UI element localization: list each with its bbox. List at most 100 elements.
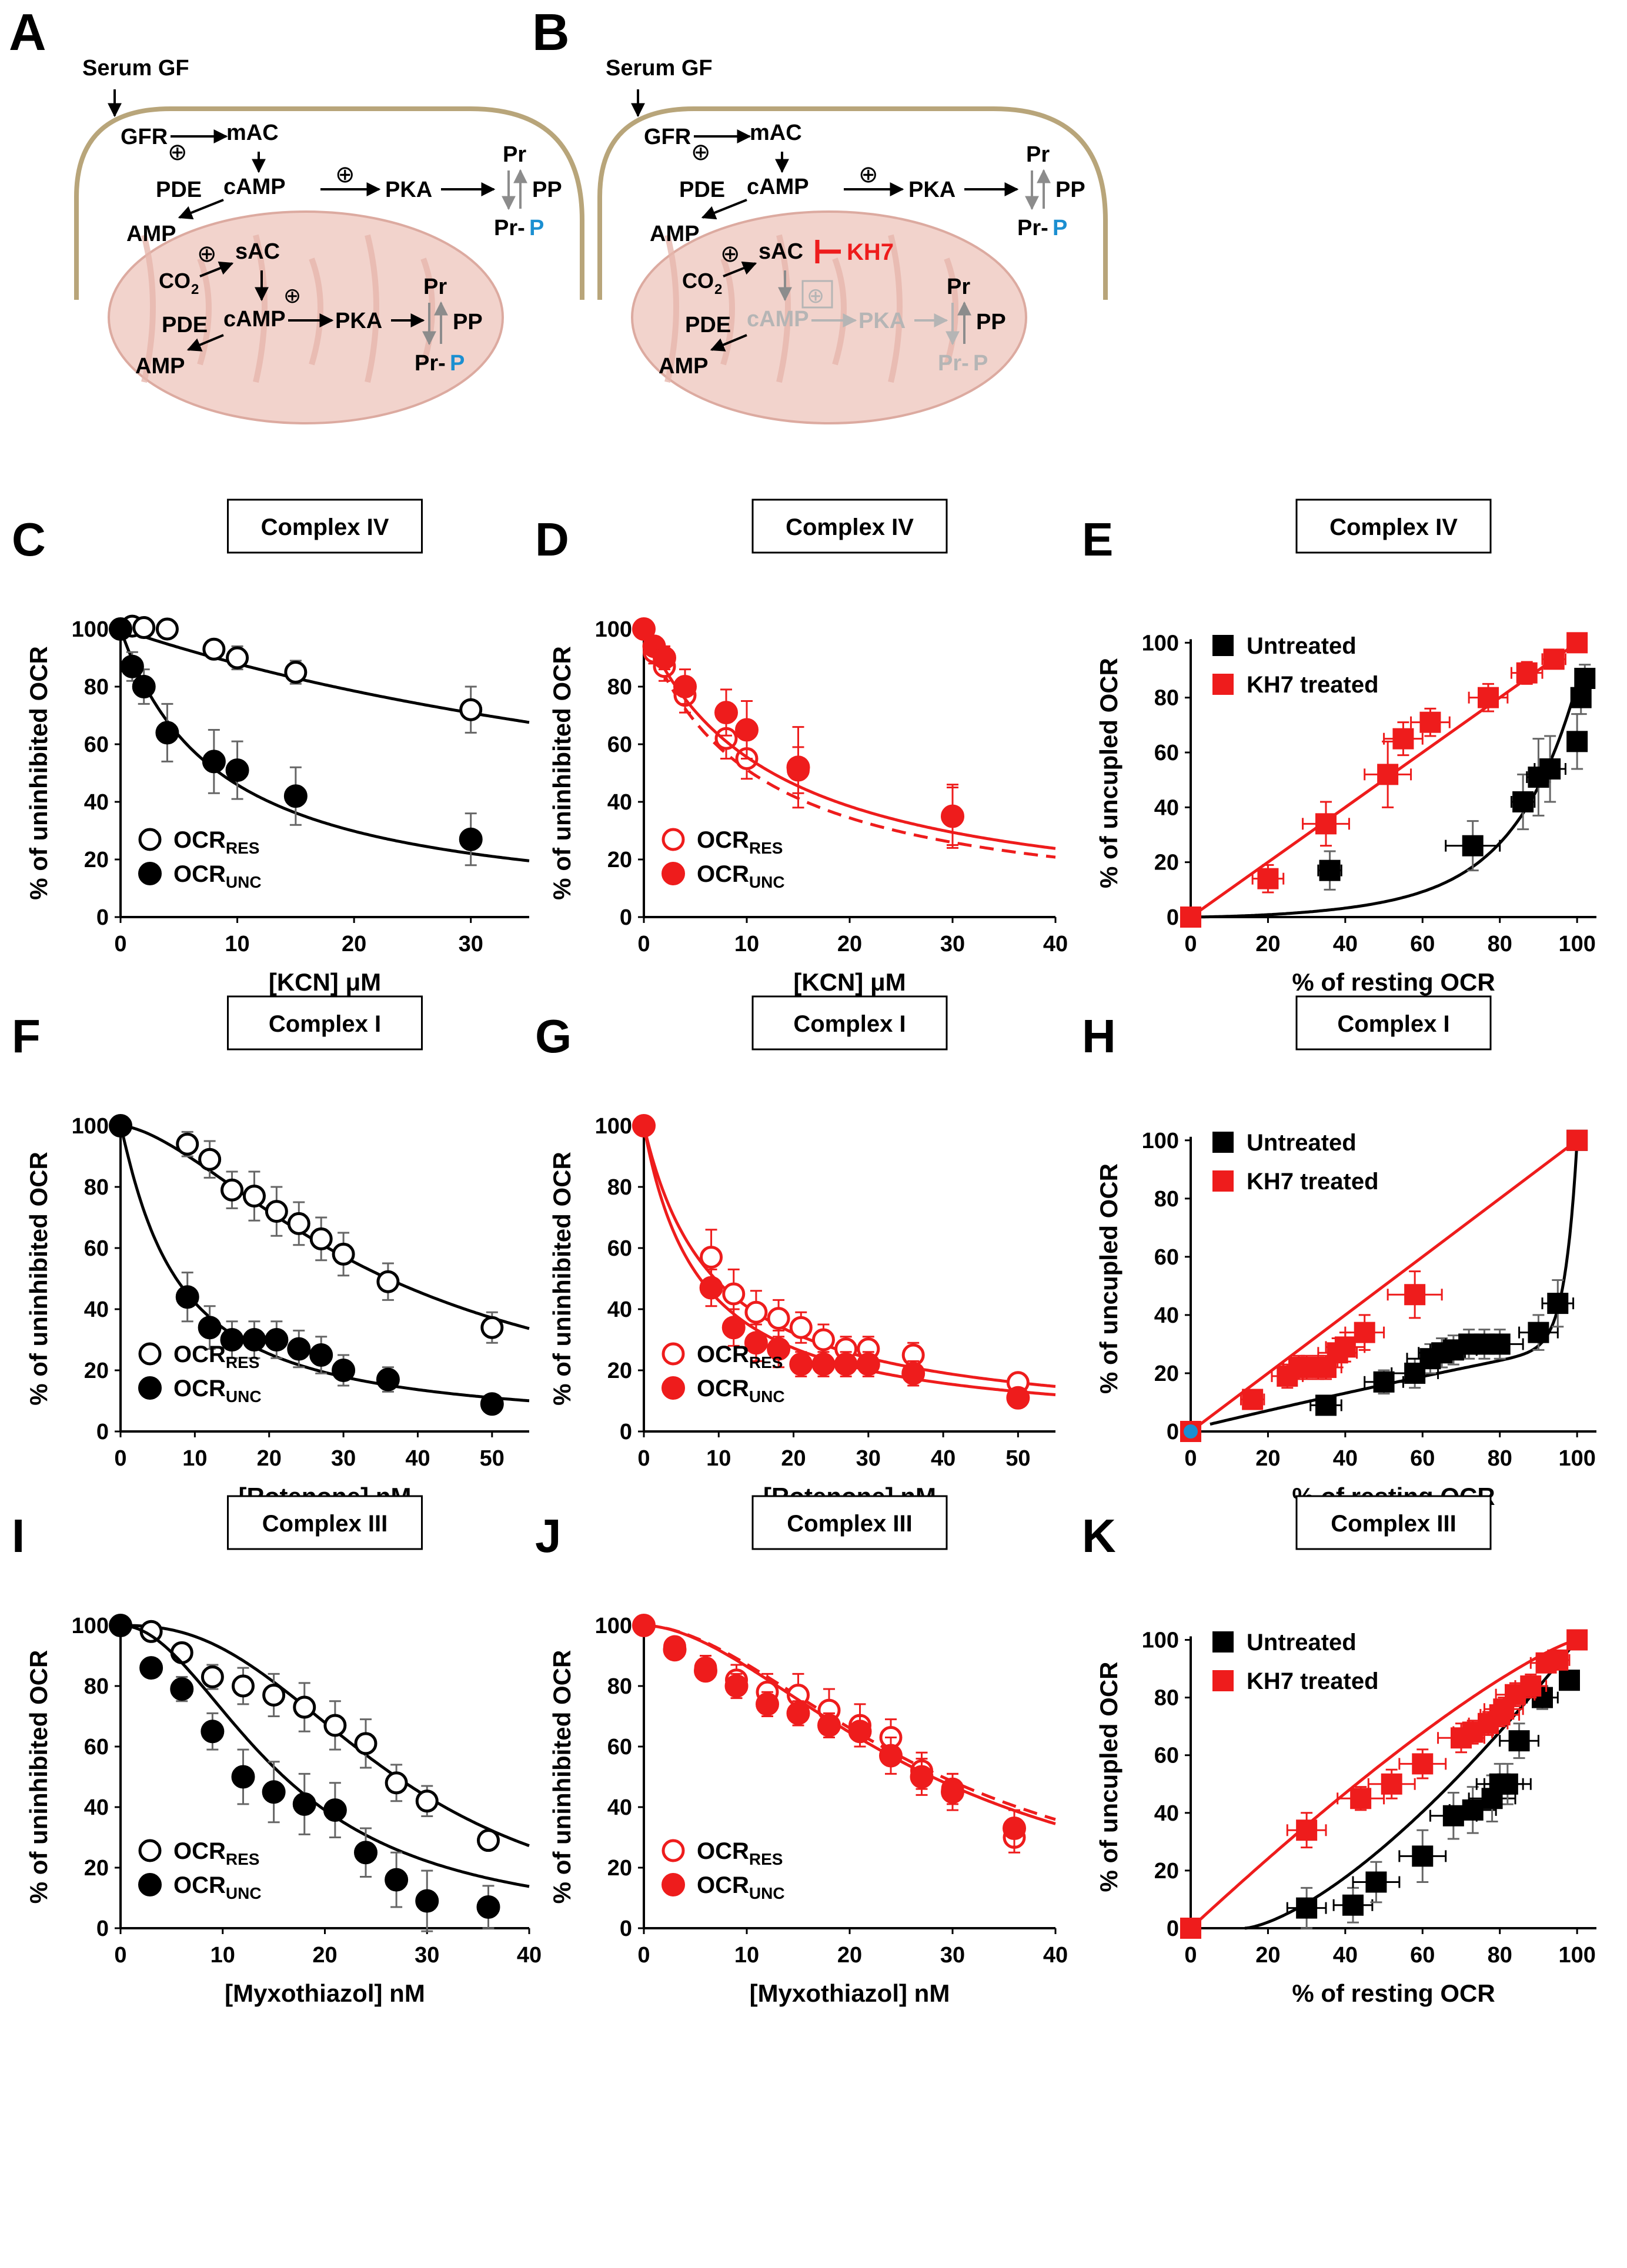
y-tick-label: 80 [84,1674,109,1699]
data-point [354,1841,377,1865]
legend-label: OCRRES [697,1838,783,1868]
legend-label: OCRUNC [697,1376,785,1406]
data-point [1392,728,1414,750]
data-point [138,1873,162,1896]
fit-curve [1191,683,1579,919]
data-point [415,1889,439,1913]
data-point [1547,1649,1569,1671]
y-tick-label: 40 [84,790,109,815]
data-point [700,1246,723,1269]
data-point [1003,1817,1026,1841]
x-tick-label: 0 [637,1446,650,1471]
legend-name: OCR [173,861,226,887]
label-camp: cAMP [223,175,286,199]
chart-title-box [751,995,948,1051]
label-pp: PP [1055,178,1085,202]
x-tick-label: 20 [837,932,862,956]
legend-label: KH7 treated [1247,672,1379,698]
data-point [662,1342,685,1366]
data-point [376,1367,400,1391]
chart-title-box [227,499,423,554]
legend-subscript: RES [749,1850,783,1868]
panel-letter: J [535,1510,562,1562]
data-point [109,617,132,641]
data-point [459,698,483,721]
data-point [789,1316,813,1339]
legend-subscript: UNC [226,1387,262,1406]
x-tick-label: 20 [312,1943,337,1968]
y-axis-label: % of uninhibited OCR [548,646,576,900]
data-point [1342,1894,1364,1916]
legend-label: OCRUNC [173,1376,262,1406]
label-pka: PKA [858,309,906,333]
chart-title: Complex I [793,1011,906,1037]
data-point [1528,1322,1549,1343]
data-point [1570,687,1592,708]
y-tick-label: 20 [607,1856,632,1881]
legend-subscript: RES [226,1353,260,1371]
legend-label: OCRRES [173,1838,259,1868]
data-point [201,1665,224,1689]
x-tick-label: 20 [1255,1943,1280,1968]
y-axis-label: % of uninhibited OCR [548,1650,576,1904]
x-tick-label: 0 [637,932,650,956]
legend-subscript: RES [226,1850,260,1868]
y-tick-label: 100 [1142,1628,1179,1653]
plus-sign: ⊕ [807,283,824,307]
data-point [226,646,249,670]
x-axis-label: % of resting OCR [1292,1979,1495,2007]
label-pde: PDE [679,178,725,202]
data-point [1296,1819,1318,1841]
y-axis-label: % of uncupled OCR [1095,1662,1122,1892]
data-point [198,1316,222,1340]
data-point [1315,813,1337,835]
panel-letter: C [12,513,46,566]
y-tick-label: 0 [96,1420,109,1444]
label-pde: PDE [685,313,731,337]
x-tick-label: 60 [1410,932,1435,956]
x-tick-label: 40 [1333,1943,1358,1968]
data-point [477,1829,500,1852]
label-camp: cAMP [747,175,809,199]
x-tick-label: 80 [1488,932,1512,956]
data-point [1212,674,1234,695]
data-point [201,1720,225,1744]
legend-label: KH7 treated [1247,1169,1379,1195]
data-point [910,1765,934,1789]
data-point [323,1798,347,1822]
x-tick-label: 40 [1043,932,1068,956]
label-pp: PP [532,178,562,202]
x-tick-label: 20 [1255,932,1280,956]
data-point [155,617,179,641]
data-point [632,1614,656,1637]
chart-panel-e: E Complex IV 0 20 40 60 80 100 0 20 40 60 80 100 % of … [1082,499,1596,996]
y-tick-label: 60 [84,732,109,757]
data-point [1512,791,1534,812]
data-point [459,827,483,851]
label-serum-gf: Serum GF [82,56,189,81]
legend-label: Untreated [1247,1630,1357,1655]
chart-title: Complex III [1331,1511,1456,1537]
data-point [242,1328,266,1352]
data-point [202,750,226,774]
legend-name: OCR [173,1342,226,1367]
label-co2-sub: 2 [714,282,722,297]
x-tick-label: 100 [1558,932,1595,956]
data-point [1354,1322,1375,1343]
y-tick-label: 40 [607,1297,632,1322]
legend-name: OCR [173,827,226,853]
y-tick-label: 60 [1154,1744,1179,1768]
x-tick-label: 20 [257,1446,282,1471]
y-tick-label: 40 [1154,795,1179,820]
x-tick-label: 20 [342,932,366,956]
data-point [1566,1629,1588,1651]
y-tick-label: 80 [1154,1686,1179,1711]
data-point [662,1839,685,1862]
data-point [1566,731,1588,752]
label-amp: AMP [126,222,176,246]
y-tick-label: 100 [595,617,632,642]
data-point [1296,1897,1318,1919]
chart-title: Complex III [787,1511,912,1537]
data-point [1373,1371,1395,1393]
panel-letter: A [9,3,46,61]
